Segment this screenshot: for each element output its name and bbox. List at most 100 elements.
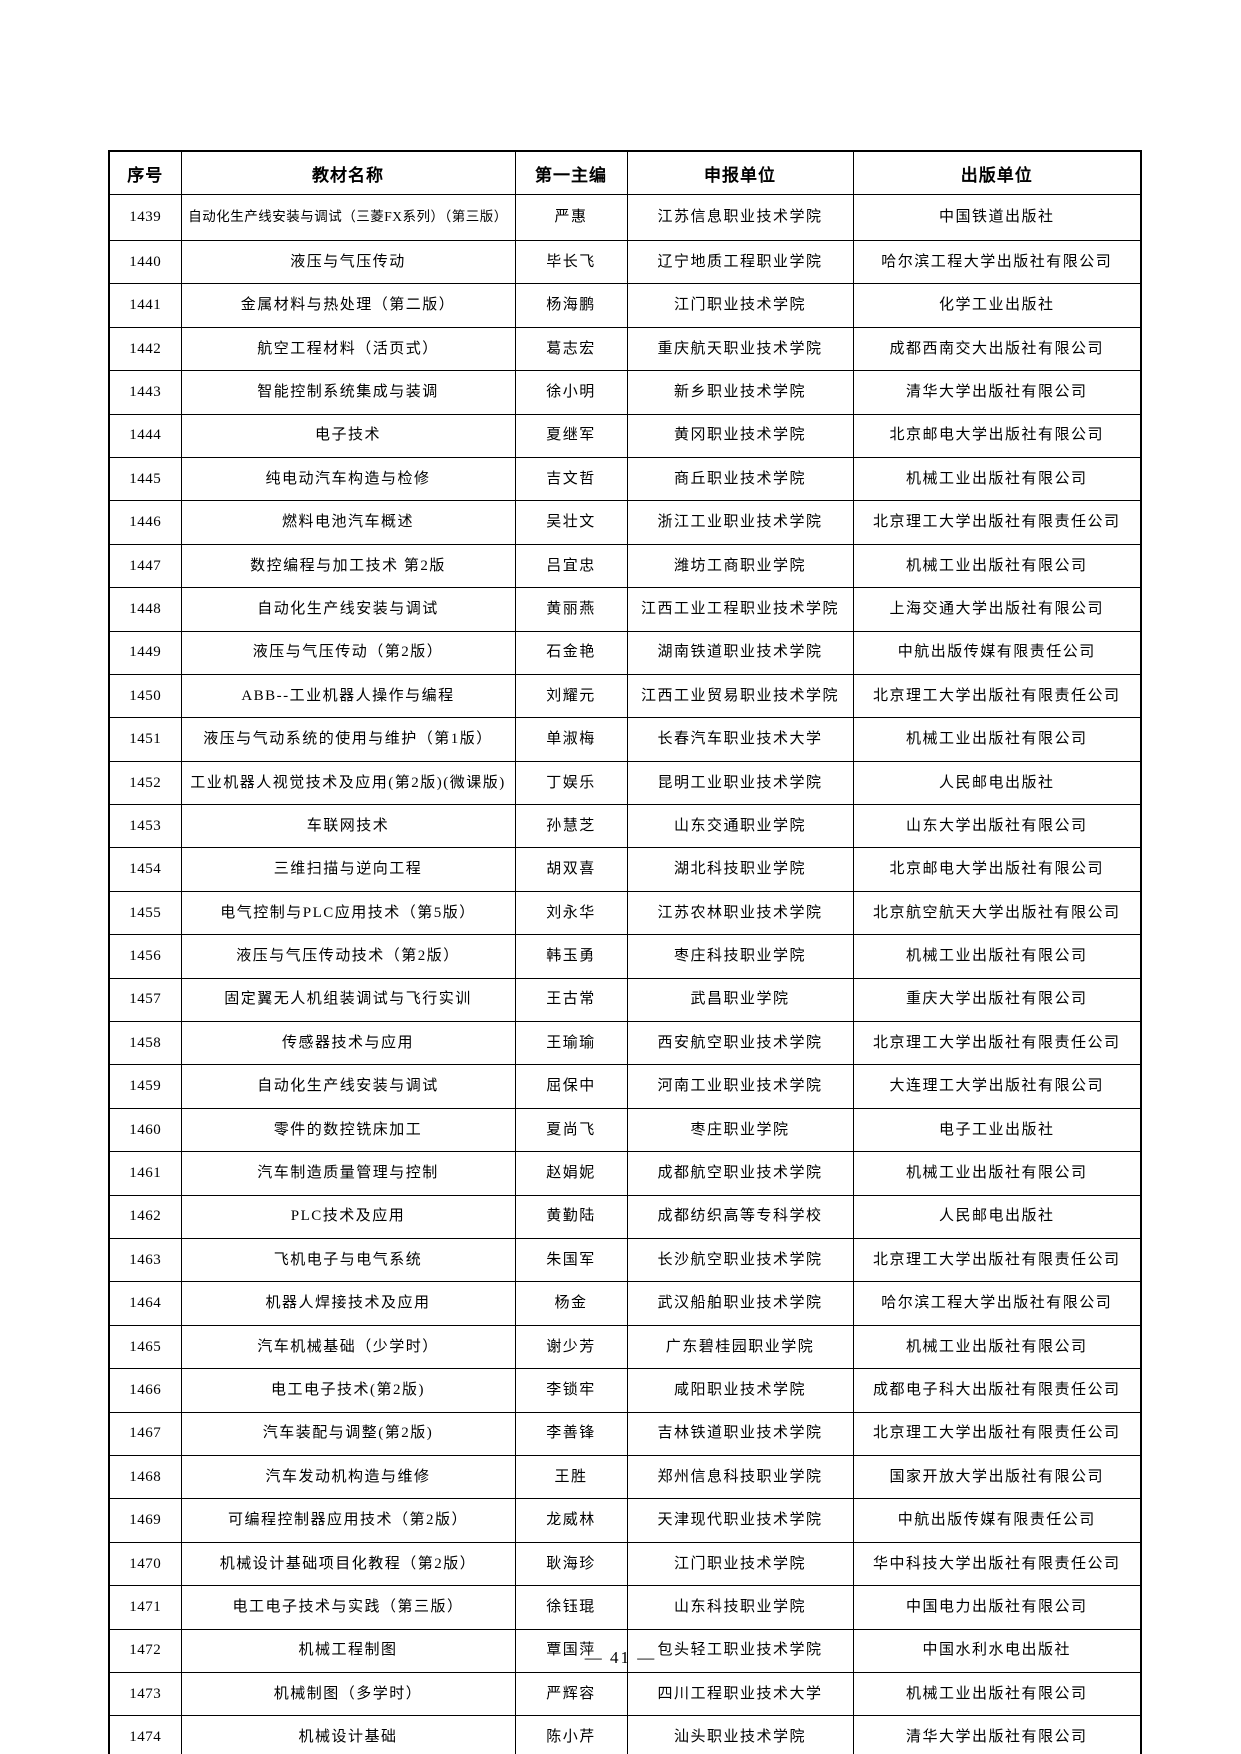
table-row: 1441 金属材料与热处理（第二版） 杨海鹏 江门职业技术学院 化学工业出版社 [108, 283, 1142, 328]
applicant-unit-cell: 江门职业技术学院 [626, 283, 854, 328]
publisher-unit-cell: 北京理工大学出版社有限责任公司 [852, 1411, 1142, 1456]
table-row: 1445 纯电动汽车构造与检修 吉文哲 商丘职业技术学院 机械工业出版社有限公司 [108, 456, 1142, 502]
serial-number-cell: 1474 [108, 1715, 182, 1754]
chief-editor-cell: 夏尚飞 [514, 1107, 628, 1153]
applicant-unit-cell: 昆明工业职业技术学院 [626, 760, 854, 806]
publisher-unit-cell: 机械工业出版社有限公司 [852, 934, 1142, 979]
textbook-name-cell: PLC技术及应用 [180, 1194, 516, 1239]
chief-editor-cell: 李善锋 [514, 1411, 628, 1456]
table-row: 1460 零件的数控铣床加工 夏尚飞 枣庄职业学院 电子工业出版社 [108, 1107, 1142, 1153]
applicant-unit-cell: 武昌职业学院 [626, 977, 854, 1023]
applicant-unit-cell: 郑州信息科技职业学院 [626, 1454, 854, 1500]
applicant-unit-cell: 咸阳职业技术学院 [626, 1368, 854, 1413]
chief-editor-cell: 毕长飞 [514, 239, 628, 285]
chief-editor-cell: 黄勤陆 [514, 1194, 628, 1239]
table-row: 1447 数控编程与加工技术 第2版 吕宜忠 潍坊工商职业学院 机械工业出版社有限公司 [108, 543, 1142, 589]
serial-number-cell: 1467 [108, 1411, 182, 1456]
chief-editor-cell: 孙慧芝 [514, 804, 628, 849]
serial-number-cell: 1461 [108, 1151, 182, 1196]
table-row: 1458 传感器技术与应用 王瑜瑜 西安航空职业技术学院 北京理工大学出版社有限责任公司 [108, 1021, 1142, 1066]
textbook-name-cell: 可编程控制器应用技术（第2版） [180, 1498, 516, 1543]
chief-editor-cell: 严惠 [514, 194, 628, 241]
applicant-unit-cell: 江西工业工程职业技术学院 [626, 587, 854, 632]
serial-number-cell: 1443 [108, 370, 182, 415]
serial-number-cell: 1473 [108, 1671, 182, 1717]
textbook-name-cell: 自动化生产线安装与调试 [180, 587, 516, 632]
applicant-unit-cell: 山东科技职业学院 [626, 1585, 854, 1630]
serial-number-cell: 1455 [108, 890, 182, 936]
chief-editor-cell: 吴壮文 [514, 500, 628, 545]
table-row: 1449 液压与气压传动（第2版） 石金艳 湖南铁道职业技术学院 中航出版传媒有限责任公… [108, 630, 1142, 675]
chief-editor-cell: 吕宜忠 [514, 543, 628, 589]
table-row: 1444 电子技术 夏继军 黄冈职业技术学院 北京邮电大学出版社有限公司 [108, 413, 1142, 458]
chief-editor-cell: 耿海珍 [514, 1541, 628, 1587]
chief-editor-cell: 王胜 [514, 1454, 628, 1500]
textbook-name-cell: 传感器技术与应用 [180, 1021, 516, 1066]
applicant-unit-cell: 枣庄科技职业学院 [626, 934, 854, 979]
table-row: 1472 机械工程制图 覃国萍 包头轻工职业技术学院 中国水利水电出版社 [108, 1628, 1142, 1673]
publisher-unit-cell: 中国水利水电出版社 [852, 1628, 1142, 1673]
serial-number-cell: 1448 [108, 587, 182, 632]
page-number: — 41 — [584, 1648, 657, 1667]
textbook-name-cell: 汽车装配与调整(第2版) [180, 1411, 516, 1456]
chief-editor-cell: 王瑜瑜 [514, 1021, 628, 1066]
publisher-unit-cell: 中国电力出版社有限公司 [852, 1585, 1142, 1630]
publisher-unit-cell: 机械工业出版社有限公司 [852, 456, 1142, 502]
applicant-unit-cell: 长春汽车职业技术大学 [626, 717, 854, 762]
table-row: 1459 自动化生产线安装与调试 屈保中 河南工业职业技术学院 大连理工大学出版社有限公… [108, 1064, 1142, 1109]
table-row: 1453 车联网技术 孙慧芝 山东交通职业学院 山东大学出版社有限公司 [108, 804, 1142, 849]
serial-number-cell: 1453 [108, 804, 182, 849]
publisher-unit-cell: 中国铁道出版社 [852, 194, 1142, 241]
publisher-unit-cell: 北京理工大学出版社有限责任公司 [852, 1021, 1142, 1066]
table-row: 1470 机械设计基础项目化教程（第2版） 耿海珍 江门职业技术学院 华中科技大学出版社… [108, 1541, 1142, 1587]
chief-editor-cell: 徐小明 [514, 370, 628, 415]
applicant-unit-cell: 湖南铁道职业技术学院 [626, 630, 854, 675]
applicant-unit-cell: 江西工业贸易职业技术学院 [626, 673, 854, 719]
applicant-unit-cell: 成都纺织高等专科学校 [626, 1194, 854, 1239]
table-row: 1466 电工电子技术(第2版) 李锁牢 咸阳职业技术学院 成都电子科大出版社有限责任公… [108, 1368, 1142, 1413]
chief-editor-cell: 王古常 [514, 977, 628, 1023]
textbook-name-cell: 工业机器人视觉技术及应用(第2版)(微课版) [180, 760, 516, 806]
table-row: 1448 自动化生产线安装与调试 黄丽燕 江西工业工程职业技术学院 上海交通大学出版社有… [108, 587, 1142, 632]
publisher-unit-cell: 清华大学出版社有限公司 [852, 1715, 1142, 1754]
table-body: 1439 自动化生产线安装与调试（三菱FX系列）（第三版） 严惠 江苏信息职业技术学院… [108, 194, 1142, 1754]
textbook-name-cell: ABB--工业机器人操作与编程 [180, 673, 516, 719]
applicant-unit-cell: 山东交通职业学院 [626, 804, 854, 849]
applicant-unit-cell: 潍坊工商职业学院 [626, 543, 854, 589]
chief-editor-cell: 杨金 [514, 1281, 628, 1326]
applicant-unit-cell: 江门职业技术学院 [626, 1541, 854, 1587]
textbook-name-cell: 电子技术 [180, 413, 516, 458]
serial-number-cell: 1451 [108, 717, 182, 762]
serial-number-cell: 1464 [108, 1281, 182, 1326]
textbook-name-cell: 飞机电子与电气系统 [180, 1237, 516, 1283]
textbook-name-cell: 自动化生产线安装与调试（三菱FX系列）（第三版） [180, 194, 516, 241]
table-row: 1450 ABB--工业机器人操作与编程 刘耀元 江西工业贸易职业技术学院 北京理工大学… [108, 673, 1142, 719]
table-row: 1457 固定翼无人机组装调试与飞行实训 王古常 武昌职业学院 重庆大学出版社有限公司 [108, 977, 1142, 1023]
textbook-name-cell: 电气控制与PLC应用技术（第5版） [180, 890, 516, 936]
applicant-unit-cell: 江苏农林职业技术学院 [626, 890, 854, 936]
publisher-unit-cell: 机械工业出版社有限公司 [852, 1324, 1142, 1370]
applicant-unit-cell: 商丘职业技术学院 [626, 456, 854, 502]
serial-number-cell: 1456 [108, 934, 182, 979]
applicant-unit-cell: 汕头职业技术学院 [626, 1715, 854, 1754]
chief-editor-cell: 龙威林 [514, 1498, 628, 1543]
serial-number-cell: 1445 [108, 456, 182, 502]
publisher-unit-cell: 中航出版传媒有限责任公司 [852, 630, 1142, 675]
applicant-unit-cell: 辽宁地质工程职业学院 [626, 239, 854, 285]
applicant-unit-cell: 河南工业职业技术学院 [626, 1064, 854, 1109]
publisher-unit-cell: 机械工业出版社有限公司 [852, 1671, 1142, 1717]
textbook-name-cell: 液压与气压传动 [180, 239, 516, 285]
textbook-list-table: 序号 教材名称 第一主编 申报单位 出版单位 1439 自动化生产线安装与调试（三… [108, 150, 1142, 1754]
chief-editor-cell: 严辉容 [514, 1671, 628, 1717]
publisher-unit-cell: 北京理工大学出版社有限责任公司 [852, 673, 1142, 719]
textbook-name-cell: 机械工程制图 [180, 1628, 516, 1673]
serial-number-cell: 1450 [108, 673, 182, 719]
table-header-row: 序号 教材名称 第一主编 申报单位 出版单位 [108, 150, 1142, 195]
publisher-unit-cell: 哈尔滨工程大学出版社有限公司 [852, 1281, 1142, 1326]
chief-editor-cell: 单淑梅 [514, 717, 628, 762]
chief-editor-cell: 葛志宏 [514, 326, 628, 372]
textbook-name-cell: 汽车制造质量管理与控制 [180, 1151, 516, 1196]
textbook-name-cell: 智能控制系统集成与装调 [180, 370, 516, 415]
textbook-name-cell: 燃料电池汽车概述 [180, 500, 516, 545]
